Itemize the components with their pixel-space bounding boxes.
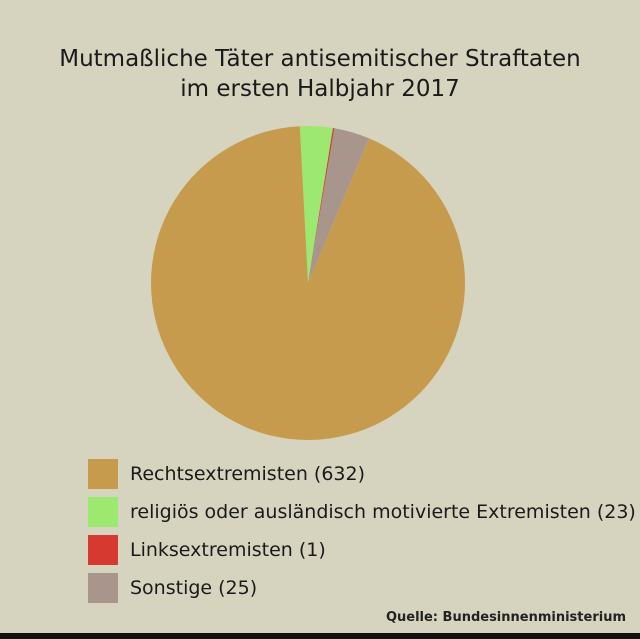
legend-label: Sonstige (25): [130, 577, 258, 599]
legend: Rechtsextremisten (632) religiös oder au…: [88, 455, 636, 607]
source-note: Quelle: Bundesinnenministerium: [385, 610, 626, 625]
pie-slice-3: [151, 126, 465, 441]
chart-title-line2: im ersten Halbjahr 2017: [180, 76, 460, 102]
chart-title: Mutmaßliche Täter antisemitischer Straft…: [0, 44, 640, 104]
pie-slice-0: [299, 126, 333, 284]
legend-swatch: [88, 497, 118, 527]
legend-swatch: [88, 535, 118, 565]
pie-slice-1: [308, 128, 335, 283]
pie-chart: [151, 126, 465, 441]
legend-label: religiös oder ausländisch motivierte Ext…: [130, 501, 636, 523]
legend-item-links: Linksextremisten (1): [88, 531, 636, 569]
legend-swatch: [88, 573, 118, 603]
legend-label: Linksextremisten (1): [130, 539, 326, 561]
legend-swatch: [88, 459, 118, 489]
legend-item-sonstige: Sonstige (25): [88, 569, 636, 607]
legend-label: Rechtsextremisten (632): [130, 463, 366, 485]
bottom-bar: [0, 633, 640, 639]
pie-slice-2: [308, 128, 370, 283]
legend-item-rechts: Rechtsextremisten (632): [88, 455, 636, 493]
legend-item-religioes: religiös oder ausländisch motivierte Ext…: [88, 493, 636, 531]
chart-title-line1: Mutmaßliche Täter antisemitischer Straft…: [59, 46, 581, 72]
